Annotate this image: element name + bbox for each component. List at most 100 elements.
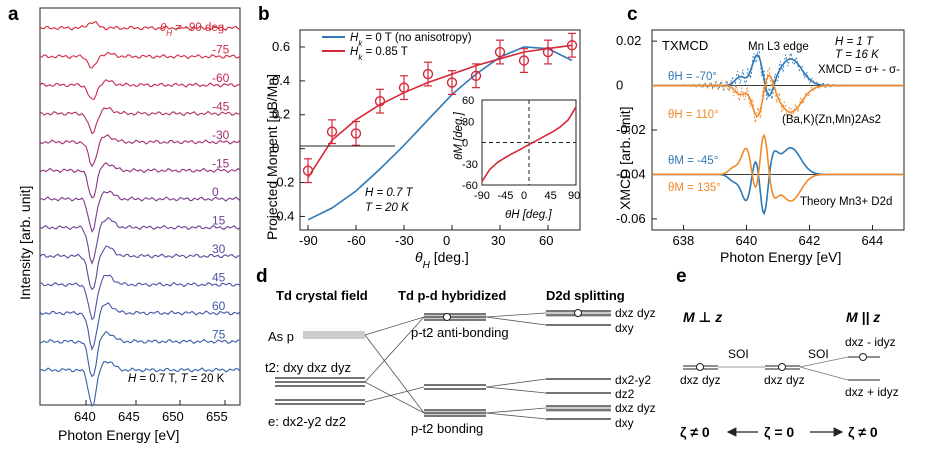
- panel-a-conditions: H = 0.7 T, T = 20 K: [128, 373, 225, 385]
- panel-b-point-5: [422, 68, 434, 80]
- panel-b-point-10: [542, 46, 554, 58]
- panel-c-letter: c: [627, 4, 638, 25]
- panel-b-inset-xtick-0: -90: [474, 190, 490, 202]
- panel-d-t2: t2: dxy dxz dyz: [265, 360, 351, 375]
- panel-c-xtick-3: 644: [862, 233, 884, 248]
- panel-a-angle-label-2: -60: [212, 71, 230, 85]
- panel-a-spectrum-4: [39, 134, 241, 168]
- panel-a-top-label: θH = -90 deg.: [160, 22, 227, 38]
- panel-b-inset-xtick-4: 90: [568, 190, 580, 202]
- panel-a-angle-label-11: 75: [212, 328, 226, 342]
- panel-b-cond-1: H = 0.7 T: [365, 187, 414, 199]
- panel-a-angle-label-10: 60: [212, 299, 226, 313]
- panel-e-lvl-right-bot: dxz + idyz: [845, 385, 899, 399]
- panel-a-angle-labels: -75 -60 -45 -30 -15 0 15 30 45 60 75: [212, 43, 230, 342]
- panel-d-col3: D2d splitting: [546, 288, 625, 303]
- panel-a-spectrum-1: [39, 51, 241, 69]
- panel-c-axes: 638 640 642 644 0.02 0 -0.02 -0.04 -0.06: [616, 33, 883, 248]
- panel-c-ytick-2: -0.02: [616, 122, 646, 137]
- panel-e-soi-1: SOI: [728, 347, 749, 361]
- panel-d-levels: [275, 309, 611, 420]
- panel-d-r2: dxy: [615, 321, 634, 335]
- panel-b-ytick-3: 0.2: [272, 107, 290, 122]
- panel-a-xlabel: Photon Energy [eV]: [58, 427, 179, 443]
- panel-b-inset-ytick-3: -30: [462, 159, 478, 171]
- panel-b-xtick-1: -60: [347, 233, 366, 248]
- panel-a-spectrum-3: [39, 106, 241, 135]
- panel-a-xtick-645: 645: [118, 409, 140, 424]
- panel-c-exp-2: [652, 74, 904, 117]
- panel-c-theory-label-1: θM = -45°: [668, 155, 718, 167]
- panel-b-point-2: [350, 128, 362, 139]
- panel-b-point-7: [470, 70, 482, 81]
- panel-b-ytick-0: -0.4: [272, 208, 294, 223]
- panel-c-ytick-0: 0.02: [616, 33, 641, 48]
- panel-b-ylabel: Projected Moment [μB/Mn]: [264, 74, 280, 240]
- panel-e-zeta-mid: ζ = 0: [764, 424, 794, 440]
- panel-b-point-9: [518, 55, 530, 66]
- panel-b-ytick-5: 0.6: [272, 39, 290, 54]
- panel-b-point-6: [446, 77, 458, 88]
- panel-a-spectra: [39, 21, 241, 408]
- panel-a-angle-label-6: 0: [212, 185, 219, 199]
- panel-b-inset-xtick-1: -45: [498, 190, 514, 202]
- panel-d-e: e: dx2-y2 dz2: [268, 414, 346, 429]
- panel-c-exp-label-2: θH = 110°: [668, 109, 719, 121]
- panel-b-axes: -90 -60 -30 0 30 60-0.4-0.200.20.40.6: [272, 39, 553, 248]
- panel-a-spectrum-11: [39, 330, 241, 378]
- panel-b-inset-ytick-0: 60: [462, 95, 474, 107]
- panel-b-plot: [302, 32, 578, 221]
- panel-c-ytick-3: -0.04: [616, 166, 646, 181]
- panel-e-soi-2: SOI: [808, 347, 829, 361]
- panel-a-ylabel: Intensity [arb. unit]: [17, 186, 33, 300]
- panel-c-title: TXMCD: [662, 38, 708, 53]
- panel-d-r6: dxy: [615, 416, 634, 430]
- panel-b-inset-ytick-4: -60: [462, 180, 478, 192]
- panel-e-lvl-right-top: dxz - idyz: [845, 335, 896, 349]
- panel-b-xlabel: θH [deg.]: [415, 249, 469, 271]
- panel-d-r5: dxz dyz: [615, 401, 656, 415]
- panel-e-lvl-left: dxz dyz: [680, 373, 721, 387]
- panel-a-xtick-640: 640: [74, 409, 96, 424]
- panel-e-levels: [683, 353, 880, 381]
- panel-c-cond-T: T = 16 K: [835, 49, 880, 61]
- panel-c-ytick-1: 0: [616, 78, 623, 93]
- panel-b-ytick-1: -0.2: [272, 175, 294, 190]
- panel-a-spectrum-8: [39, 245, 240, 291]
- panel-a-spectrum-12: [39, 360, 241, 408]
- panel-b-inset-xlabel: θH [deg.]: [505, 209, 552, 221]
- panel-a-spectrum-10: [39, 302, 241, 351]
- panel-a-angle-label-3: -45: [212, 100, 230, 114]
- panel-b-frame: [299, 29, 581, 231]
- panel-b-inset-xtick-2: 0: [521, 190, 527, 202]
- panel-c-xlabel: Photon Energy [eV]: [720, 249, 841, 265]
- panel-a-xtick-655: 655: [206, 409, 228, 424]
- panel-c-plot: [651, 46, 904, 216]
- panel-c-xmcd-def: XMCD = σ+ - σ-: [818, 64, 900, 76]
- panel-b-point-0: [302, 165, 314, 176]
- panel-e-m-par: M || z: [846, 309, 880, 325]
- panel-a-angle-label-8: 30: [212, 242, 226, 256]
- panel-b-legend: Hk = 0 T (no anisotropy) Hk = 0.85 T: [322, 32, 472, 62]
- panel-a-spectrum-6: [40, 190, 241, 233]
- panel-b-point-4: [398, 82, 410, 93]
- panel-b-inset-ylabel: θM [deg.]: [453, 111, 465, 160]
- panel-b-legend-1: Hk = 0 T (no anisotropy): [350, 32, 472, 48]
- panel-b-inset-ytick-1: 30: [462, 116, 474, 128]
- panel-a-spectrum-7: [39, 216, 241, 265]
- panel-a-letter: a: [8, 4, 19, 25]
- panel-b-xtick-5: 60: [539, 233, 553, 248]
- panel-a-angle-label-4: -30: [212, 128, 230, 142]
- panel-c-cond-H: H = 1 T: [835, 36, 874, 48]
- panel-b-point-3: [374, 95, 386, 107]
- panel-d-col1: Td crystal field: [276, 288, 368, 303]
- panel-d-as-p: As p: [268, 329, 294, 344]
- panel-e-lvl-mid: dxz dyz: [764, 373, 805, 387]
- panel-d-letter: d: [256, 266, 268, 287]
- panel-b-ytick-2: 0: [272, 141, 279, 156]
- panel-d-col2: Td p-d hybridized: [398, 288, 506, 303]
- panel-c-compound: (Ba,K)(Zn,Mn)2As2: [782, 114, 881, 126]
- panel-b-inset-ytick-2: 0: [462, 138, 468, 150]
- panel-b-xtick-3: 0: [443, 233, 450, 248]
- panel-c-ylabel: XMCD [arb. unit]: [617, 107, 633, 210]
